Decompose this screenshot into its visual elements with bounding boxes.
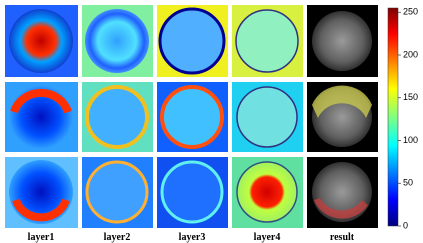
tile-shape bbox=[85, 85, 149, 149]
tile-shape bbox=[160, 85, 224, 149]
colorbar-tick-label: 100 bbox=[403, 135, 418, 145]
colorbar-tick-label: 250 bbox=[403, 7, 418, 17]
colorbar bbox=[387, 7, 399, 227]
overlay bbox=[314, 198, 368, 219]
tile-shape bbox=[10, 88, 72, 114]
tile-shape bbox=[236, 86, 298, 148]
image-grid bbox=[5, 5, 378, 228]
overlay bbox=[312, 85, 372, 118]
tile-shape bbox=[160, 160, 224, 224]
column-label: layer3 bbox=[179, 232, 206, 243]
column-label: layer2 bbox=[104, 232, 131, 243]
column-label: layer1 bbox=[28, 232, 55, 243]
column-label: layer4 bbox=[254, 232, 281, 243]
tile-shape bbox=[9, 9, 73, 73]
tile-shape bbox=[235, 9, 299, 73]
tile-shape bbox=[85, 9, 149, 73]
colorbar-tick-label: 150 bbox=[403, 92, 418, 102]
colorbar-tick-label: 0 bbox=[403, 220, 408, 230]
tile-shape bbox=[85, 160, 149, 224]
colorbar-tick-label: 50 bbox=[403, 178, 413, 188]
colorbar-tick-label: 200 bbox=[403, 49, 418, 59]
tile-shape bbox=[12, 198, 70, 222]
tile-shape bbox=[158, 7, 226, 75]
tile-shape bbox=[312, 11, 372, 71]
tile-shape bbox=[236, 161, 298, 223]
column-label: result bbox=[330, 232, 355, 243]
